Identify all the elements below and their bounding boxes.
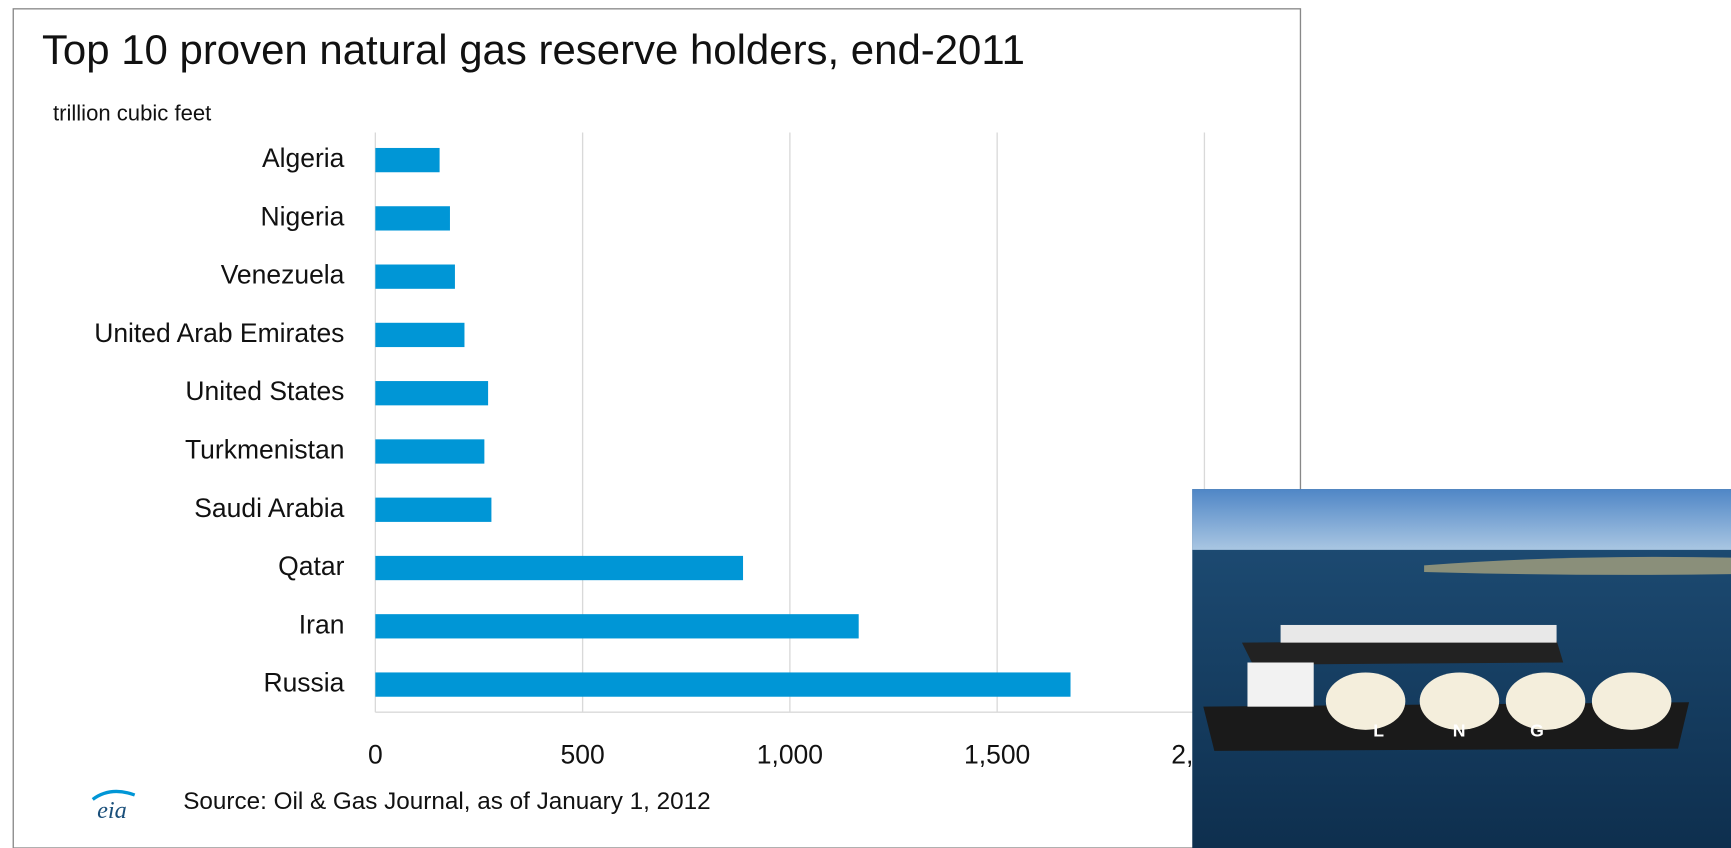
x-tick-label: 500 — [561, 739, 605, 769]
chart-frame — [12, 8, 1302, 848]
bar — [375, 555, 744, 581]
bar — [375, 497, 492, 522]
chart-title: Top 10 proven natural gas reserve holder… — [42, 26, 1025, 73]
y-tick-label: Russia — [263, 668, 344, 698]
plot-area: 05001,0001,5002,000AlgeriaNigeriaVenezue… — [94, 132, 1238, 769]
unit-label: trillion cubic feet — [53, 101, 211, 126]
bar — [375, 439, 485, 464]
x-tick-label: 0 — [368, 739, 383, 769]
bar — [375, 206, 450, 231]
photo-tank — [1325, 672, 1406, 730]
x-tick-label: 1,500 — [964, 739, 1030, 769]
y-tick-label: United States — [185, 376, 344, 406]
bar — [375, 322, 465, 348]
bar — [375, 381, 489, 406]
bar — [375, 672, 1071, 697]
photo-tank — [1591, 672, 1672, 730]
ship-letter: N — [1453, 721, 1466, 741]
bar — [375, 614, 859, 639]
logo: eia — [97, 797, 127, 824]
photo-ship-bridge — [1247, 662, 1314, 707]
bar — [375, 147, 440, 173]
y-tick-label: Nigeria — [261, 201, 345, 231]
logo-swoosh — [91, 789, 136, 801]
photo-sky — [1192, 489, 1731, 550]
y-tick-label: United Arab Emirates — [94, 318, 344, 348]
photo: L N G — [1192, 489, 1731, 848]
ship-letter: G — [1530, 721, 1544, 741]
y-tick-label: Venezuela — [221, 260, 345, 290]
y-tick-label: Qatar — [278, 551, 344, 581]
photo-shore — [1424, 556, 1731, 575]
x-tick-label: 1,000 — [757, 739, 823, 769]
photo-ship-far — [1241, 640, 1564, 665]
photo-tank — [1505, 672, 1586, 730]
ship-letter: L — [1373, 721, 1384, 741]
photo-ship-far-deck — [1280, 624, 1557, 643]
y-tick-label: Algeria — [262, 143, 345, 173]
source-note: Source: Oil & Gas Journal, as of January… — [183, 788, 710, 815]
bar — [375, 264, 455, 289]
y-tick-label: Saudi Arabia — [194, 493, 344, 523]
y-tick-label: Turkmenistan — [185, 434, 344, 464]
y-tick-label: Iran — [299, 609, 345, 639]
photo-tank — [1419, 672, 1500, 730]
